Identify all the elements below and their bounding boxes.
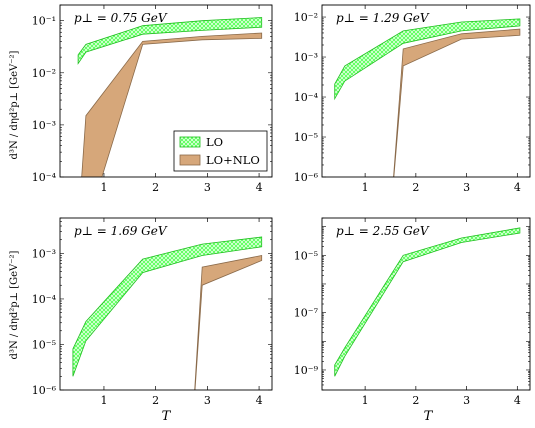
- y-tick-label: 10⁻²: [294, 11, 318, 24]
- axes-frame: [59, 217, 273, 391]
- y-tick-label: 10⁻³: [32, 119, 56, 132]
- x-tick-label: 3: [204, 394, 211, 407]
- plot-area: [334, 227, 521, 377]
- x-tick-label: 4: [256, 394, 263, 407]
- y-tick-label: 10⁻²: [32, 67, 56, 80]
- panel-annotation: p⊥ = 0.75 GeV: [74, 11, 168, 25]
- x-axis-label-right: T: [424, 409, 434, 424]
- x-tick-label: 4: [514, 394, 521, 407]
- panel-annotation: p⊥ = 1.69 GeV: [74, 224, 168, 238]
- legend: LO LO+NLO: [173, 130, 268, 172]
- legend-swatch-lo: [179, 136, 201, 148]
- x-tick-label: 3: [463, 181, 470, 194]
- panel-annotation: p⊥ = 1.29 GeV: [336, 11, 430, 25]
- series-lo-band: [334, 18, 521, 101]
- x-tick-label: 1: [100, 394, 107, 407]
- chart-panel-2: 1 2 3 4 10⁻⁶ 10⁻⁵ 10⁻⁴ 10⁻³ p⊥ = 1.69 GeV: [32, 217, 273, 407]
- legend-label-nlo: LO+NLO: [206, 153, 260, 167]
- x-tick-label: 3: [204, 181, 211, 194]
- x-tick-label: 2: [412, 181, 419, 194]
- series-lo-band: [72, 236, 263, 377]
- y-tick-label: 10⁻¹: [32, 15, 56, 28]
- panel-annotation: p⊥ = 2.55 GeV: [336, 224, 430, 238]
- axes-frame: [321, 217, 531, 391]
- y-tick-label: 10⁻⁵: [294, 131, 318, 144]
- legend-label-lo: LO: [206, 135, 223, 149]
- series-nlo-band: [194, 255, 263, 390]
- y-tick-label: 10⁻⁷: [294, 307, 319, 320]
- axes-frame: [59, 4, 273, 178]
- y-axis-label-bottom: d³N / dηd²p⊥ [GeV⁻²]: [9, 250, 20, 359]
- x-tick-label: 1: [362, 394, 369, 407]
- series-lo-band: [77, 17, 263, 65]
- x-axis-label-left: T: [162, 409, 172, 424]
- x-tick-label: 2: [412, 394, 419, 407]
- plot-area: [77, 17, 263, 177]
- x-tick-label: 1: [362, 181, 369, 194]
- y-tick-label: 10⁻⁴: [32, 293, 57, 306]
- y-tick-label: 10⁻⁴: [32, 171, 57, 184]
- y-tick-label: 10⁻³: [32, 247, 56, 260]
- y-tick-label: 10⁻³: [294, 51, 318, 64]
- y-tick-label: 10⁻⁵: [294, 249, 318, 262]
- y-tick-label: 10⁻⁶: [32, 384, 57, 397]
- plot-area: [334, 18, 521, 177]
- series-nlo-band: [81, 32, 263, 177]
- chart-panel-3: 1 2 3 4 10⁻⁹ 10⁻⁷ 10⁻⁵ p⊥ = 2.55 GeV: [294, 217, 531, 407]
- x-tick-label: 4: [514, 181, 521, 194]
- y-tick-label: 10⁻⁴: [294, 91, 319, 104]
- plot-area: [72, 236, 263, 390]
- x-tick-label: 4: [256, 181, 263, 194]
- y-axis-label-top: d³N / dηd²p⊥ [GeV⁻²]: [9, 50, 20, 159]
- x-tick-label: 2: [152, 394, 159, 407]
- series-lo-band: [334, 227, 521, 377]
- series-nlo-band: [393, 28, 521, 177]
- axes-frame: [321, 4, 531, 178]
- x-tick-label: 2: [152, 181, 159, 194]
- legend-swatch-nlo: [179, 154, 201, 166]
- y-tick-label: 10⁻⁹: [294, 364, 319, 377]
- chart-panel-0: 1 2 3 4 10⁻⁴ 10⁻³ 10⁻² 10⁻¹ p⊥ = 0.75 GeV LO LO+NL…: [32, 4, 273, 194]
- chart-panel-1: 1 2 3 4 10⁻⁶ 10⁻⁵ 10⁻⁴ 10⁻³ 10⁻² p⊥ = 1.29 GeV: [294, 4, 531, 194]
- y-tick-label: 10⁻⁵: [32, 338, 56, 351]
- x-tick-label: 3: [463, 394, 470, 407]
- x-tick-label: 1: [100, 181, 107, 194]
- y-tick-label: 10⁻⁶: [294, 171, 319, 184]
